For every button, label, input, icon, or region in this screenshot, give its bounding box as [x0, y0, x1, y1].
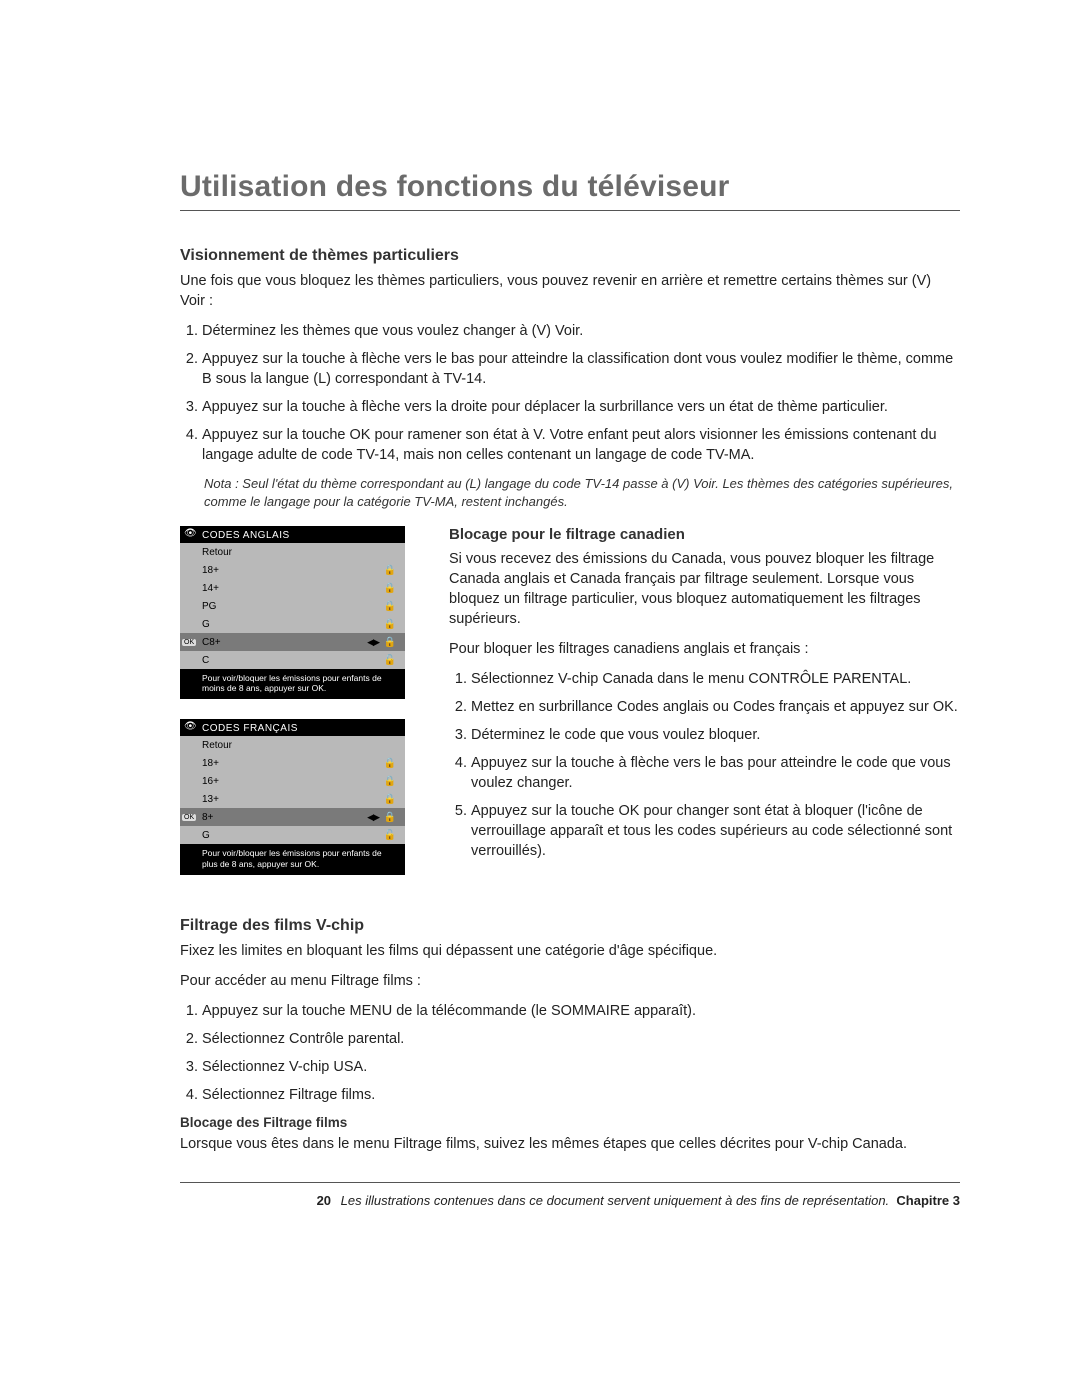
lock-icon [383, 583, 397, 594]
page: Utilisation des fonctions du téléviseur … [0, 0, 1080, 1208]
section-filtrage-vchip: Filtrage des films V-chip Fixez les limi… [180, 917, 960, 1154]
unlock-icon [383, 655, 397, 666]
paragraph: Pour accéder au menu Filtrage films : [180, 971, 960, 991]
menu-row-label: PG [202, 601, 383, 612]
menu-row: Retour [180, 736, 405, 754]
list-item: Sélectionnez Filtrage films. [202, 1085, 960, 1105]
lock-icon [383, 794, 397, 805]
menu-row-label: 13+ [202, 794, 383, 805]
list-item: Sélectionnez V-chip Canada dans le menu … [471, 669, 960, 689]
two-column: CODES ANGLAIS Retour18+14+PGGC8+◀▶C Pour… [180, 526, 960, 895]
paragraph: Pour bloquer les filtrages canadiens ang… [449, 639, 960, 659]
lock-icon [383, 601, 397, 612]
menu-header: CODES ANGLAIS [180, 526, 405, 543]
paragraph: Si vous recevez des émissions du Canada,… [449, 549, 960, 629]
list-item: Sélectionnez V-chip USA. [202, 1057, 960, 1077]
unlock-icon [383, 830, 397, 841]
list-item: Appuyez sur la touche OK pour ramener so… [202, 425, 960, 465]
menus-column: CODES ANGLAIS Retour18+14+PGGC8+◀▶C Pour… [180, 526, 425, 895]
menu-row: G [180, 826, 405, 844]
menu-header: CODES FRANÇAIS [180, 719, 405, 736]
lock-icon [383, 565, 397, 576]
list-item: Déterminez le code que vous voulez bloqu… [471, 725, 960, 745]
menu-row: G [180, 615, 405, 633]
menu-row-label: 16+ [202, 776, 383, 787]
menu-row-label: 18+ [202, 565, 383, 576]
menu-row: Retour [180, 543, 405, 561]
list-item: Appuyez sur la touche à flèche vers le b… [471, 753, 960, 793]
menu-row-label: G [202, 619, 383, 630]
list-item: Sélectionnez Contrôle parental. [202, 1029, 960, 1049]
menu-row-label: 8+ [202, 812, 367, 823]
list-item: Appuyez sur la touche à flèche vers le b… [202, 349, 960, 389]
list-blocage-canadien: Sélectionnez V-chip Canada dans le menu … [449, 669, 960, 861]
menu-body: Retour 18+ 16+ 13+ 8+◀▶ G [180, 736, 405, 844]
paragraph: Fixez les limites en bloquant les films … [180, 941, 960, 961]
chapter-label: Chapitre 3 [896, 1193, 960, 1208]
list-visionnement: Déterminez les thèmes que vous voulez ch… [180, 321, 960, 465]
menu-body: Retour 18+ 14+ PG G C8+◀▶ C [180, 543, 405, 669]
menu-row-label: Retour [202, 547, 383, 558]
list-item: Appuyez sur la touche MENU de la télécom… [202, 1001, 960, 1021]
menu-footer: Pour voir/bloquer les émissions pour enf… [180, 844, 405, 874]
heading-blocage-canadien: Blocage pour le filtrage canadien [449, 526, 960, 543]
arrows-icon: ◀▶ [367, 637, 379, 648]
menu-row-label: 18+ [202, 758, 383, 769]
heading-filtrage-vchip: Filtrage des films V-chip [180, 917, 960, 935]
list-item: Appuyez sur la touche à flèche vers la d… [202, 397, 960, 417]
heading-visionnement: Visionnement de thèmes particuliers [180, 247, 960, 265]
menu-row-label: 14+ [202, 583, 383, 594]
intro-visionnement: Une fois que vous bloquez les thèmes par… [180, 271, 960, 311]
list-item: Mettez en surbrillance Codes anglais ou … [471, 697, 960, 717]
page-number: 20 [317, 1193, 331, 1208]
menu-row: 13+ [180, 790, 405, 808]
note-visionnement: Nota : Seul l'état du thème correspondan… [204, 475, 960, 510]
subheading-blocage-films: Blocage des Filtrage films [180, 1115, 960, 1130]
menu-codes-anglais: CODES ANGLAIS Retour 18+ 14+ PG G C8+◀▶ C Pour… [180, 526, 405, 699]
page-title: Utilisation des fonctions du téléviseur [180, 170, 960, 211]
menu-row: 8+◀▶ [180, 808, 405, 826]
menu-row-label: C [202, 655, 383, 666]
section-visionnement: Visionnement de thèmes particuliers Une … [180, 247, 960, 510]
lock-icon [383, 812, 397, 823]
menu-row: 14+ [180, 579, 405, 597]
menu-row-label: Retour [202, 740, 383, 751]
menu-row: C [180, 651, 405, 669]
lock-icon [383, 619, 397, 630]
list-item: Appuyez sur la touche OK pour changer so… [471, 801, 960, 861]
menu-row: 18+ [180, 561, 405, 579]
paragraph: Lorsque vous êtes dans le menu Filtrage … [180, 1134, 960, 1154]
footer-text: Les illustrations contenues dans ce docu… [341, 1193, 890, 1208]
list-item: Déterminez les thèmes que vous voulez ch… [202, 321, 960, 341]
menu-row-label: C8+ [202, 637, 367, 648]
menu-codes-francais: CODES FRANÇAIS Retour 18+ 16+ 13+ 8+◀▶ G Pour… [180, 719, 405, 874]
menu-row: 18+ [180, 754, 405, 772]
lock-icon [383, 758, 397, 769]
section-blocage-canadien: Blocage pour le filtrage canadien Si vou… [449, 526, 960, 895]
lock-icon [383, 776, 397, 787]
menu-row: PG [180, 597, 405, 615]
menu-row: 16+ [180, 772, 405, 790]
menu-row-label: G [202, 830, 383, 841]
lock-icon [383, 637, 397, 648]
menu-row: C8+◀▶ [180, 633, 405, 651]
page-footer: 20 Les illustrations contenues dans ce d… [180, 1182, 960, 1208]
arrows-icon: ◀▶ [367, 812, 379, 823]
list-filtrage-vchip: Appuyez sur la touche MENU de la télécom… [180, 1001, 960, 1105]
menu-footer: Pour voir/bloquer les émissions pour enf… [180, 669, 405, 699]
